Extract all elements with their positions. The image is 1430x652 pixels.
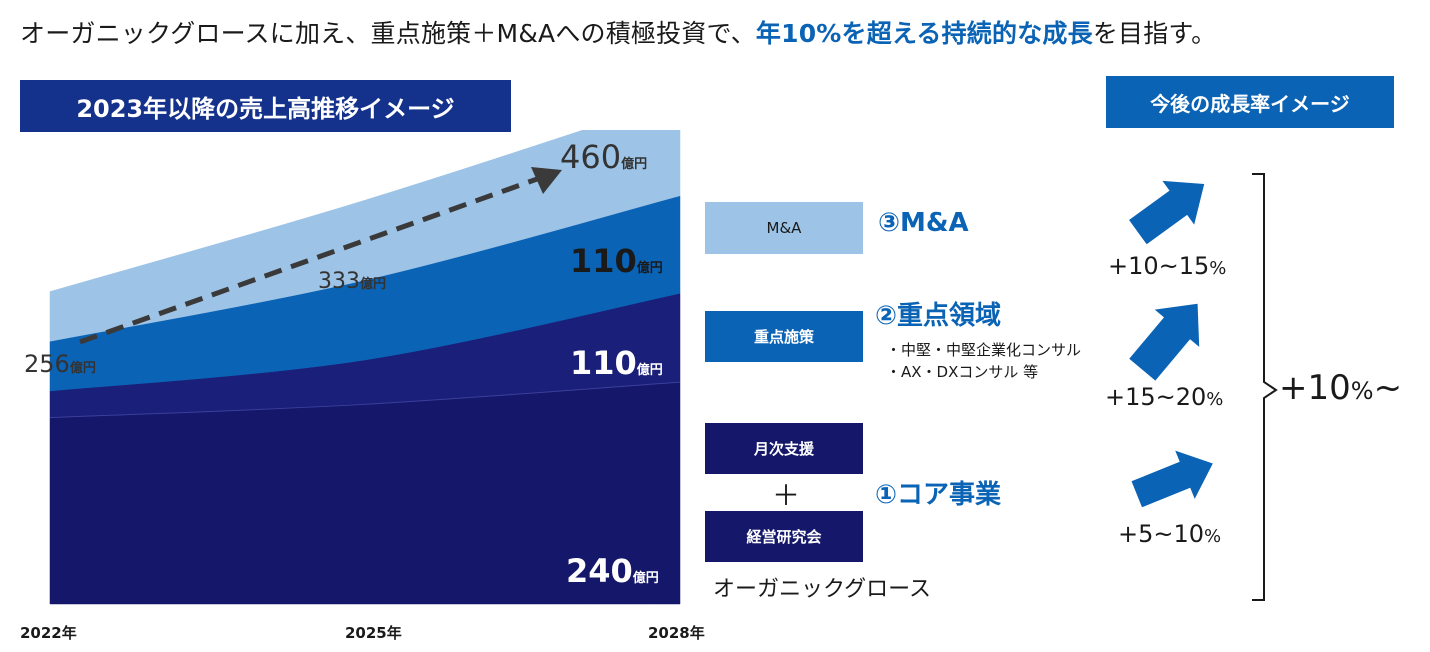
growth-rate-banner: 今後の成長率イメージ <box>1106 76 1394 128</box>
headline-prefix: オーガニックグロースに加え、重点施策＋M&Aへの積極投資で、 <box>20 19 756 48</box>
growth-arrows-panel <box>1129 173 1278 601</box>
x-tick-label: 2028年 <box>648 624 705 642</box>
organic-separator-line <box>49 381 681 419</box>
total-label-2025: 333億円 <box>318 269 386 294</box>
legend-box-ma: M&A <box>705 202 863 254</box>
growth-rate-ma: +10~15% <box>1108 252 1227 280</box>
x-tick-label: 2022年 <box>20 624 77 642</box>
focus-item: ・AX・DXコンサル 等 <box>886 363 1039 381</box>
area-series-4 <box>49 130 681 342</box>
total-bracket <box>1252 173 1278 601</box>
growth-rate-core: +5~10% <box>1118 520 1222 548</box>
total-label-2028: 460億円 <box>560 138 647 176</box>
legend-box-monthly: 月次支援 <box>705 423 863 474</box>
legend-box-focus: 重点施策 <box>705 311 863 362</box>
legend-box-research: 経営研究会 <box>705 511 863 562</box>
legend-plus-sign: ＋ <box>772 479 801 512</box>
growth-arrow-ma-icon <box>1129 180 1205 245</box>
segment-value-organic: 240億円 <box>566 552 659 590</box>
total-label-2022: 256億円 <box>24 350 96 378</box>
trend-arrowhead-icon <box>531 167 562 194</box>
segment-label-core: ①コア事業 <box>875 480 1002 510</box>
segment-value-focus: 110億円 <box>570 344 663 382</box>
headline-highlight: 年10%を超える持続的な成長 <box>755 19 1093 48</box>
segment-label-focus: ②重点領域 <box>875 301 1002 331</box>
chart-title-banner: 2023年以降の売上高推移イメージ <box>20 80 511 132</box>
growth-rate-focus: +15~20% <box>1105 383 1224 411</box>
segment-value-ma: 110億円 <box>570 242 663 280</box>
x-tick-label: 2025年 <box>345 624 402 642</box>
organic-growth-label: オーガニックグロース <box>713 577 932 602</box>
growth-rate-total: +10%~ <box>1279 368 1403 408</box>
growth-arrow-focus-icon <box>1129 303 1200 381</box>
revenue-area-chart: 2022年 2025年 2028年 256億円 333億円 460億円 110億円 110億円… <box>20 130 705 642</box>
headline-suffix: を目指す。 <box>1092 19 1217 48</box>
page-headline: オーガニックグロースに加え、重点施策＋M&Aへの積極投資で、年10%を超える持続… <box>20 14 1216 50</box>
growth-arrow-core-icon <box>1131 450 1213 508</box>
focus-item: ・中堅・中堅企業化コンサル <box>886 341 1082 359</box>
segment-label-ma: ③M&A <box>878 208 969 238</box>
trend-arrow-line <box>79 175 541 345</box>
